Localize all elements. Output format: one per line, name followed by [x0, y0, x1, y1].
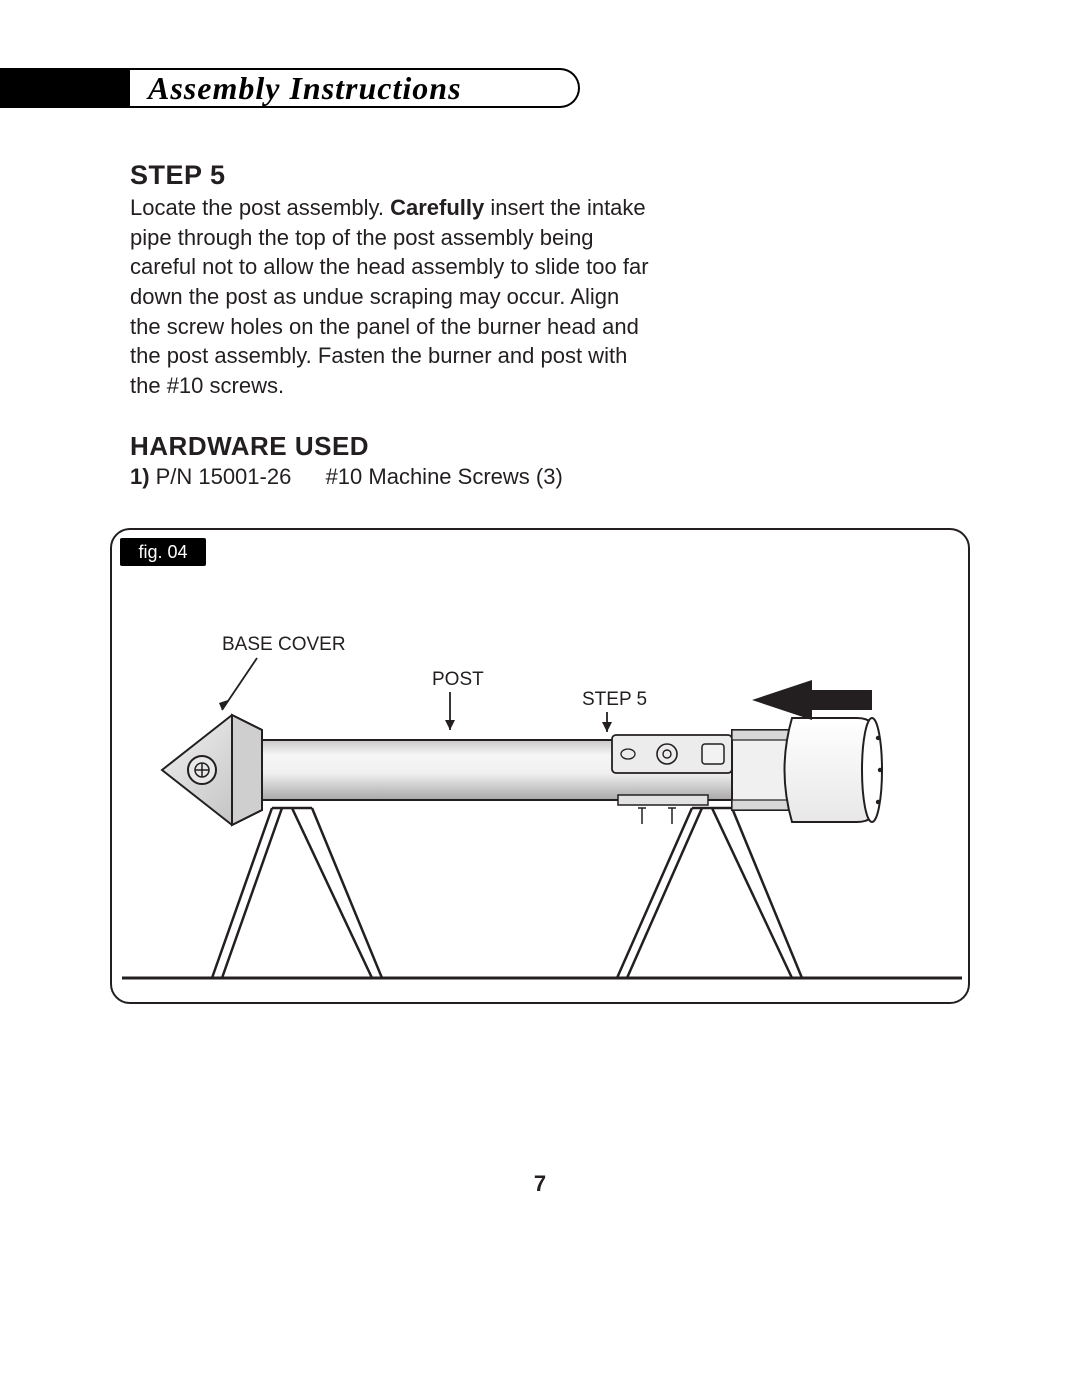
diagram-svg: BASE COVER POST STEP 5	[112, 530, 972, 1006]
callout-post: POST	[432, 669, 484, 730]
page-number: 7	[0, 1171, 1080, 1197]
header-pill: Assembly Instructions	[130, 68, 580, 108]
sawhorse-left	[212, 808, 382, 978]
step-body-bold: Carefully	[390, 195, 484, 220]
callout-base-cover: BASE COVER	[219, 634, 346, 710]
header-banner: Assembly Instructions	[0, 68, 580, 108]
hardware-item-pn: P/N 15001-26	[156, 464, 326, 490]
body-block: STEP 5 Locate the post assembly. Careful…	[130, 160, 650, 490]
hardware-title: HARDWARE USED	[130, 431, 650, 462]
burner-head	[785, 718, 883, 822]
hardware-item-desc: #10 Machine Screws (3)	[326, 464, 563, 489]
diagram: BASE COVER POST STEP 5	[112, 530, 968, 1002]
header-title: Assembly Instructions	[148, 70, 462, 107]
figure-box: fig. 04	[110, 528, 970, 1004]
insert-arrow-icon	[752, 680, 872, 720]
hardware-item-num: 1)	[130, 464, 150, 489]
screws	[638, 808, 676, 824]
sawhorse-right	[617, 808, 802, 978]
header-black-block	[0, 68, 130, 108]
step-body-post: insert the intake pipe through the top o…	[130, 195, 649, 398]
hardware-item: 1)P/N 15001-26#10 Machine Screws (3)	[130, 464, 650, 490]
label-post: POST	[432, 669, 484, 690]
base-cover-shape	[162, 715, 262, 825]
label-base-cover: BASE COVER	[222, 634, 346, 655]
step-body: Locate the post assembly. Carefully inse…	[130, 193, 650, 401]
callout-step5: STEP 5	[582, 689, 647, 732]
label-step5: STEP 5	[582, 689, 647, 710]
page: Assembly Instructions STEP 5 Locate the …	[0, 0, 1080, 1397]
burner-block	[732, 730, 792, 810]
step-title: STEP 5	[130, 160, 650, 191]
step-body-pre: Locate the post assembly.	[130, 195, 390, 220]
